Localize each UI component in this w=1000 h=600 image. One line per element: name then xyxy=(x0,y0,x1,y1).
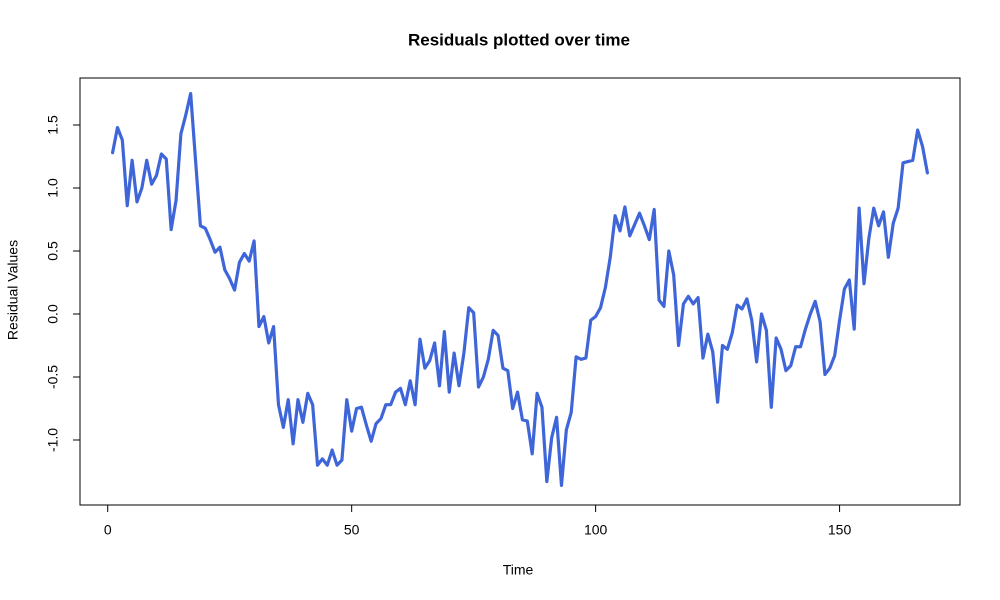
chart-title: Residuals plotted over time xyxy=(408,30,630,49)
data-line xyxy=(110,91,930,487)
y-tick-label: 1.0 xyxy=(45,178,61,198)
y-tick-label: 0.0 xyxy=(45,304,61,324)
y-tick-label: 0.5 xyxy=(45,241,61,261)
x-tick-label: 100 xyxy=(584,522,608,538)
x-tick-label: 150 xyxy=(828,522,852,538)
y-tick-label: 1.5 xyxy=(45,115,61,135)
y-tick-label: -0.5 xyxy=(45,365,61,389)
x-tick-label: 0 xyxy=(104,522,112,538)
y-tick-label: -1.0 xyxy=(45,428,61,452)
x-tick-label: 50 xyxy=(344,522,360,538)
y-axis-label: Residual Values xyxy=(5,240,21,340)
x-axis-label: Time xyxy=(503,562,534,578)
